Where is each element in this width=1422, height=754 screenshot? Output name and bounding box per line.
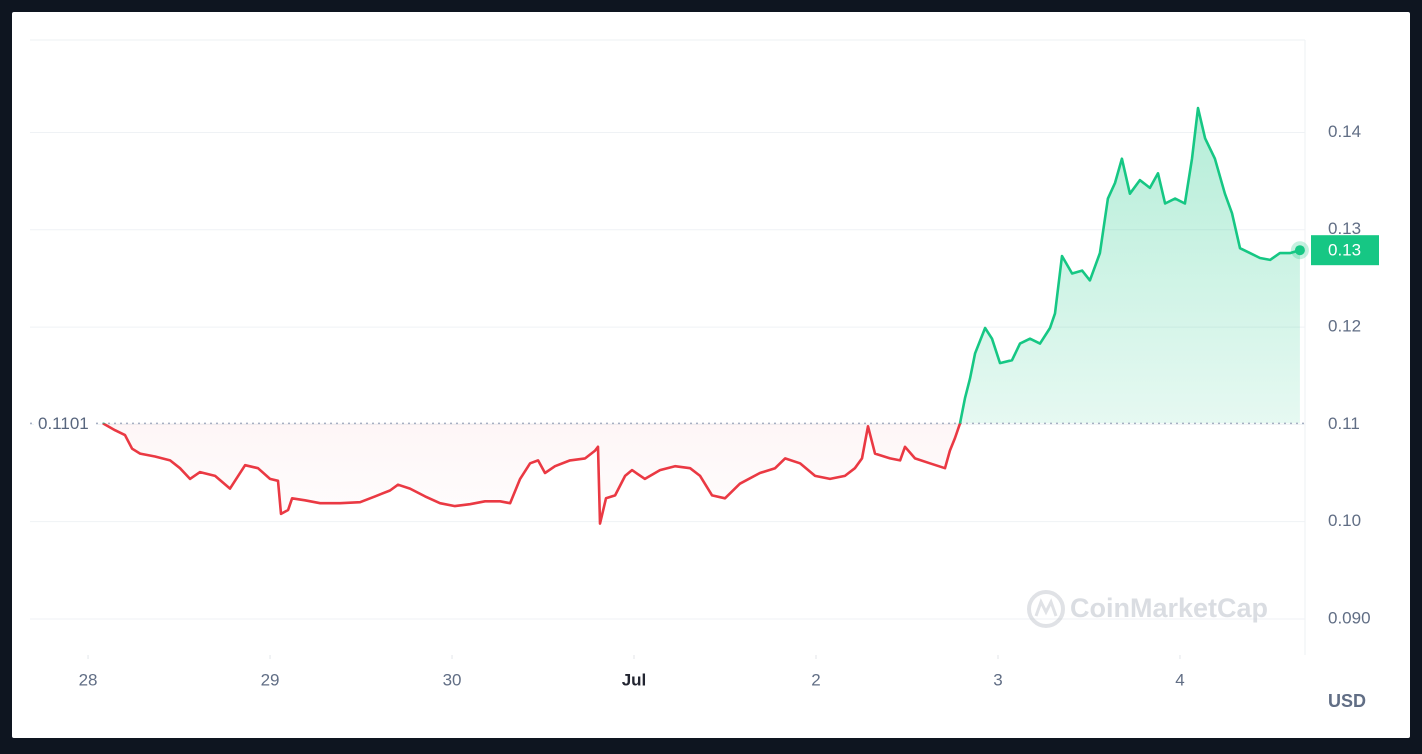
- x-tick-label: 4: [1175, 670, 1184, 689]
- x-tick-label: 29: [261, 670, 280, 689]
- area-up: [103, 108, 1300, 424]
- baseline-label-bg: [34, 412, 96, 435]
- y-tick-label: 0.12: [1328, 317, 1361, 336]
- x-tick-label: 3: [993, 670, 1002, 689]
- y-tick-label: 0.14: [1328, 122, 1361, 141]
- watermark-logo: [1027, 590, 1065, 628]
- price-tag: [1311, 235, 1379, 266]
- baseline-label: 0.1101: [38, 414, 89, 433]
- y-tick-label: 0.10: [1328, 511, 1361, 530]
- y-tick-label: 0.13: [1328, 219, 1361, 238]
- x-tick-label: 2: [811, 670, 820, 689]
- x-tick-label: Jul: [622, 670, 647, 689]
- x-tick-label: 28: [79, 670, 98, 689]
- y-tick-label: 0.090: [1328, 608, 1371, 627]
- price-line: [102, 106, 1301, 525]
- watermark: CoinMarketCap: [1070, 593, 1268, 623]
- area-down: [103, 423, 1300, 524]
- panel: [12, 12, 1410, 738]
- y-tick-label: 0.11: [1328, 414, 1360, 433]
- x-tick-label: 30: [443, 670, 462, 689]
- currency-label: USD: [1328, 691, 1366, 711]
- last-point: [1294, 245, 1305, 256]
- price-tag-label: 0.13: [1328, 241, 1361, 260]
- plot: 0.090 0.10 0.11 0.12 0.13 0.14 28 29 30 Jul 2 3 4 0.1…: [30, 39, 1379, 689]
